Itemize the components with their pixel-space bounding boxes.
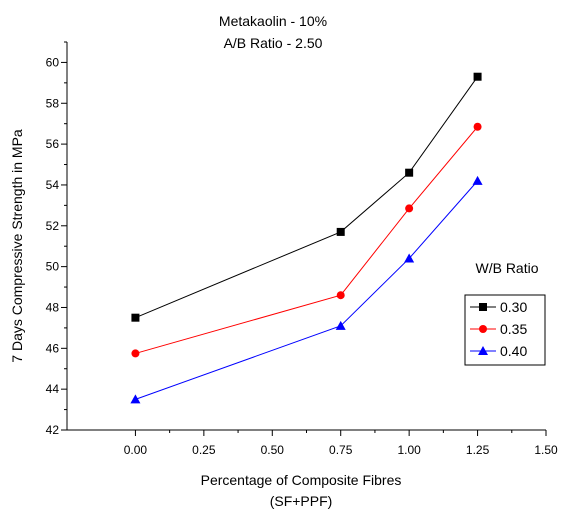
data-point-0.35 (336, 291, 345, 300)
data-point-0.35 (131, 349, 140, 358)
y-tick-label: 54 (46, 178, 60, 192)
y-tick-label: 44 (46, 382, 60, 396)
x-tick-label: 0.00 (124, 443, 148, 457)
data-point-0.30 (473, 72, 482, 81)
x-tick-label: 1.50 (534, 443, 558, 457)
data-point-0.30 (336, 227, 345, 236)
series-line-0.30 (135, 76, 478, 319)
legend-label: 0.35 (500, 321, 527, 337)
chart-title-line-2: A/B Ratio - 2.50 (224, 35, 323, 51)
y-tick-label: 52 (46, 219, 60, 233)
y-tick-label: 60 (46, 55, 60, 69)
y-tick-label: 48 (46, 300, 60, 314)
y-tick-label: 50 (46, 260, 60, 274)
x-tick-label: 1.25 (466, 443, 490, 457)
series-line-0.35 (135, 126, 478, 354)
legend-label: 0.30 (500, 299, 527, 315)
chart-title-line-1: Metakaolin - 10% (219, 13, 327, 29)
series-line-0.40 (135, 180, 478, 400)
x-tick-label: 0.25 (192, 443, 216, 457)
x-tick-label: 0.75 (329, 443, 353, 457)
x-tick-label: 1.00 (397, 443, 421, 457)
x-tick-label: 0.50 (261, 443, 285, 457)
legend-marker (479, 303, 487, 311)
y-tick-label: 42 (46, 423, 60, 437)
y-tick-label: 46 (46, 341, 60, 355)
data-point-0.30 (405, 168, 414, 177)
legend-marker (479, 325, 487, 333)
plot-area (130, 72, 483, 404)
legend-label: 0.40 (500, 343, 527, 359)
data-point-0.40 (472, 175, 483, 185)
data-point-0.40 (335, 320, 346, 330)
x-axis-label-line-1: Percentage of Composite Fibres (201, 472, 402, 488)
x-axis-label-line-2: (SF+PPF) (270, 493, 333, 509)
data-point-0.35 (473, 122, 482, 131)
data-point-0.30 (131, 313, 140, 322)
legend-marker (478, 346, 488, 355)
data-point-0.40 (130, 394, 141, 404)
legend-title: W/B Ratio (475, 260, 538, 276)
y-axis-label: 7 Days Compressive Strength in MPa (9, 129, 25, 363)
y-tick-label: 58 (46, 96, 60, 110)
y-tick-label: 56 (46, 137, 60, 151)
data-point-0.40 (404, 253, 415, 263)
legend: 0.30 0.35 0.40 (464, 294, 546, 366)
plot-axes: 0.00 0.25 0.50 0.75 1.00 1.25 1.50 42 44 46 48 50 52… (46, 41, 558, 457)
data-point-0.35 (405, 204, 414, 213)
